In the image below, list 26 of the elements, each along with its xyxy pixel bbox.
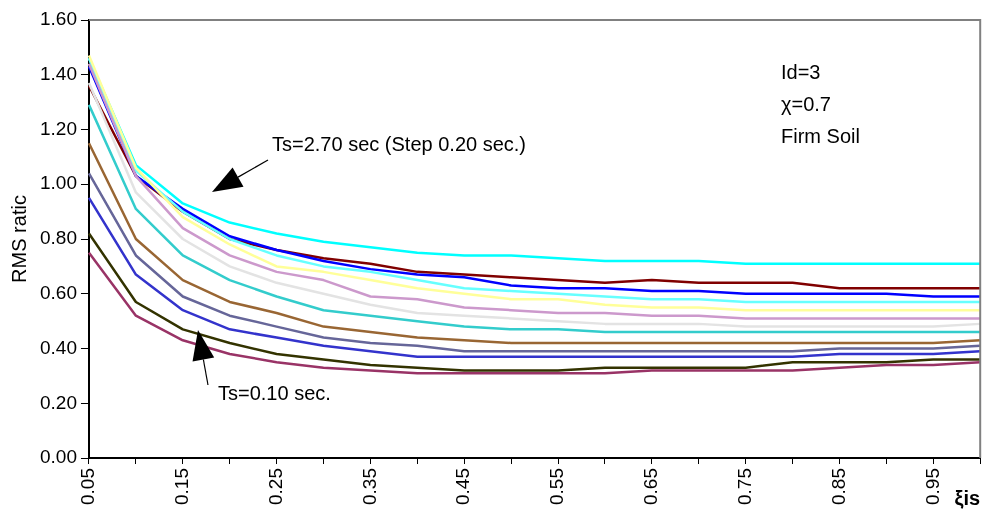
x-tick-label: 0.35 <box>358 468 380 505</box>
annotation: Id=3 <box>781 61 821 83</box>
y-tick-label: 0.20 <box>40 391 77 413</box>
x-tick-label: 0.15 <box>171 468 193 505</box>
y-tick-label: 0.60 <box>40 282 77 303</box>
annotation: Ts=0.10 sec. <box>218 382 331 404</box>
x-tick-label: 0.85 <box>827 468 849 505</box>
x-tick-label: 0.25 <box>264 468 286 505</box>
annotation: χ=0.7 <box>781 93 831 115</box>
x-axis-title: ξis <box>954 486 981 509</box>
y-tick-label: 0.00 <box>40 446 77 468</box>
annotation: Firm Soil <box>781 125 860 147</box>
y-tick-label: 1.60 <box>40 8 77 30</box>
x-tick-label: 0.45 <box>452 468 474 505</box>
y-tick-label: 0.40 <box>40 336 77 358</box>
annotation: Ts=2.70 sec (Step 0.20 sec.) <box>272 133 527 155</box>
x-tick-label: 0.55 <box>546 468 568 505</box>
y-tick-label: 1.00 <box>40 172 77 194</box>
y-axis-title: RMS ratic <box>7 195 30 283</box>
x-tick-label: 0.95 <box>921 468 943 505</box>
x-tick-label: 0.65 <box>640 468 662 505</box>
y-tick-label: 0.80 <box>40 227 77 249</box>
y-tick-label: 1.40 <box>40 62 77 84</box>
y-tick-label: 1.20 <box>40 117 77 139</box>
x-tick-label: 0.05 <box>77 468 99 505</box>
x-tick-label: 0.75 <box>733 468 755 505</box>
